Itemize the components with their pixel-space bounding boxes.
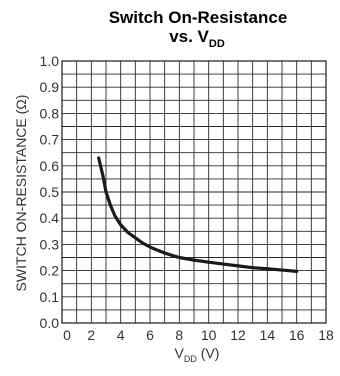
y-tick-label: 0.1 xyxy=(40,289,60,305)
x-tick-label: 2 xyxy=(87,327,95,343)
chart-title-line2-main: vs. V xyxy=(169,27,209,46)
y-tick-label: 0.4 xyxy=(40,210,60,226)
y-tick-label: 0.2 xyxy=(40,263,60,279)
y-tick-label: 0.7 xyxy=(40,132,60,148)
chart-title-line1: Switch On-Resistance xyxy=(109,8,288,27)
x-tick-label: 4 xyxy=(117,327,125,343)
x-tick-label: 0 xyxy=(63,327,71,343)
chart-grid xyxy=(62,61,326,323)
x-tick-label: 12 xyxy=(230,327,246,343)
y-tick-label: 1.0 xyxy=(40,53,60,69)
x-axis-label-sub: DD xyxy=(184,354,197,364)
y-tick-label: 0.8 xyxy=(40,105,60,121)
x-tick-label: 18 xyxy=(318,327,334,343)
x-tick-label: 6 xyxy=(146,327,154,343)
plot-frame xyxy=(61,60,327,324)
y-axis-label: SWITCH ON-RESISTANCE (Ω) xyxy=(13,95,29,292)
y-tick-label: 0.6 xyxy=(40,158,60,174)
chart-title-line2: vs. VDD xyxy=(169,27,225,50)
x-tick-labels: 0 2 4 6 8 10 12 14 16 18 xyxy=(63,327,334,343)
y-tick-label: 0.5 xyxy=(40,184,60,200)
x-axis-label-unit: (V) xyxy=(197,345,220,361)
series-line-on-resistance xyxy=(97,156,299,273)
x-tick-label: 10 xyxy=(201,327,217,343)
chart-title-line2-sub: DD xyxy=(209,38,225,50)
x-axis-label-main: V xyxy=(175,345,185,361)
x-tick-label: 16 xyxy=(289,327,305,343)
y-tick-labels: 0.0 0.1 0.2 0.3 0.4 0.5 0.6 0.7 0.8 0.9 1.0 xyxy=(40,53,60,331)
x-tick-label: 8 xyxy=(175,327,183,343)
y-tick-label: 0.9 xyxy=(40,79,60,95)
y-tick-label: 0.3 xyxy=(40,236,60,252)
y-tick-label: 0.0 xyxy=(40,315,60,331)
series-group xyxy=(97,156,299,273)
x-axis-label: VDD (V) xyxy=(175,345,220,364)
x-tick-label: 14 xyxy=(260,327,276,343)
